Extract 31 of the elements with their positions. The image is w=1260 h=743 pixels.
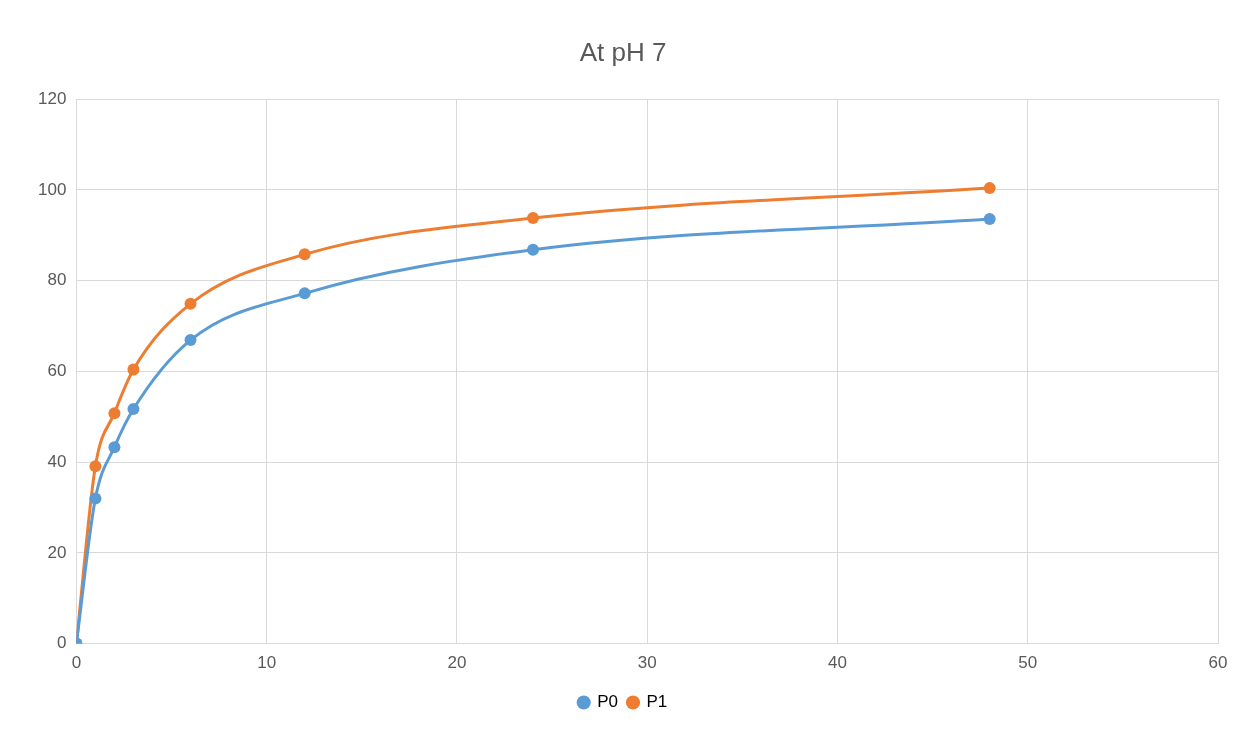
point <box>298 287 311 300</box>
point <box>127 403 140 416</box>
x-tick-label: 50 <box>1018 653 1038 673</box>
point <box>89 460 102 473</box>
y-tick-label: 60 <box>47 361 67 381</box>
y-tick-label: 100 <box>37 179 67 199</box>
x-tick-label: 30 <box>637 653 657 673</box>
point <box>108 441 121 454</box>
y-tick-label: 20 <box>47 542 67 562</box>
chart-title: At pH 7 <box>579 36 667 67</box>
point <box>89 492 102 505</box>
point <box>108 407 121 420</box>
point <box>983 212 996 225</box>
x-tick-label: 0 <box>71 653 82 673</box>
point <box>127 363 140 376</box>
y-tick-label: 80 <box>47 270 67 290</box>
point <box>184 297 197 310</box>
point <box>527 212 540 225</box>
x-tick-label: 60 <box>1208 653 1228 673</box>
y-tick-label: 120 <box>37 88 67 108</box>
point <box>298 248 311 261</box>
point <box>983 182 996 195</box>
legend-label: P1 <box>646 692 668 712</box>
x-tick-label: 10 <box>257 653 277 673</box>
legend-label: P0 <box>597 692 618 712</box>
point <box>184 334 197 347</box>
point <box>527 243 540 256</box>
x-tick-label: 40 <box>827 653 847 673</box>
y-tick-label: 40 <box>47 451 67 471</box>
x-tick-label: 20 <box>447 653 467 673</box>
y-tick-label: 0 <box>56 633 67 653</box>
